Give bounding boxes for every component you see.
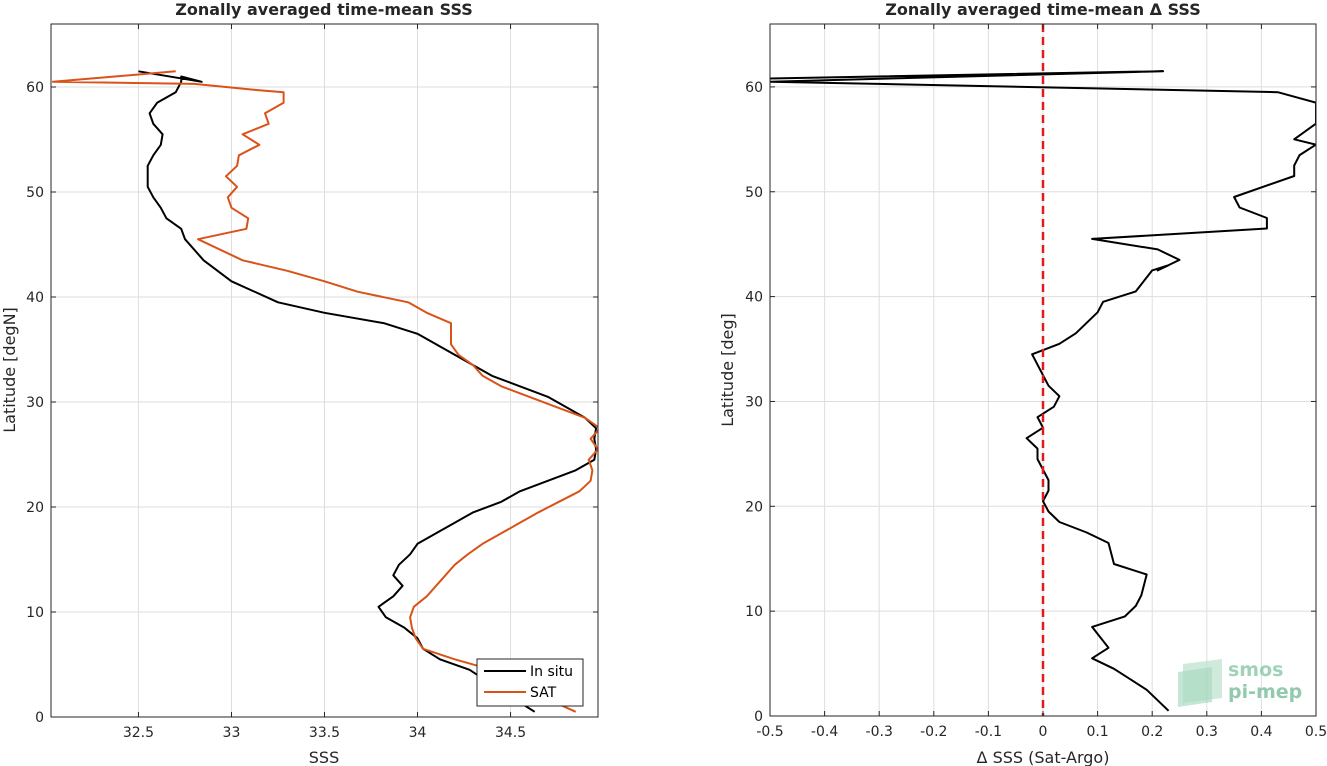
x-tick-label: -0.1 [975, 724, 1002, 740]
logo-graphic-layer [1178, 667, 1212, 707]
y-tick-label: 50 [745, 185, 763, 201]
x-axis-ticks: -0.5 -0.4 -0.3 -0.2 -0.1 0 0.1 0.2 0.3 0.4 0.5 [756, 24, 1327, 740]
legend-label-sat: SAT [530, 685, 557, 701]
x-tick-label: 0.4 [1250, 724, 1272, 740]
chart-panel-delta-sss: -0.5 -0.4 -0.3 -0.2 -0.1 0 0.1 0.2 0.3 0.4 0.5 0 10… [718, 0, 1327, 766]
y-tick-label: 0 [754, 709, 763, 725]
y-tick-label: 50 [26, 185, 44, 201]
x-tick-label: 0.1 [1086, 724, 1108, 740]
y-tick-label: 20 [745, 499, 763, 515]
y-axis-ticks: 0 10 20 30 40 50 60 [26, 80, 598, 726]
x-tick-label: 33 [223, 725, 241, 741]
x-axis-label: SSS [309, 748, 339, 766]
x-tick-label: 34 [409, 725, 427, 741]
y-tick-label: 60 [745, 80, 763, 96]
y-tick-label: 20 [26, 500, 44, 516]
y-tick-label: 40 [745, 290, 763, 306]
x-tick-label: 0 [1039, 724, 1048, 740]
legend: In situ SAT [476, 658, 584, 707]
y-axis-ticks: 0 10 20 30 40 50 60 [745, 80, 1316, 725]
x-tick-label: -0.3 [866, 724, 893, 740]
y-tick-label: 30 [745, 394, 763, 410]
x-tick-label: 0.2 [1141, 724, 1163, 740]
y-tick-label: 10 [26, 605, 44, 621]
x-tick-label: 33.5 [309, 725, 340, 741]
y-tick-label: 0 [35, 710, 44, 726]
x-tick-label: 32.5 [123, 725, 154, 741]
x-tick-label: -0.2 [920, 724, 947, 740]
legend-box [476, 658, 584, 707]
chart-panel-sss: 32.5 33 33.5 34 34.5 0 10 20 30 40 50 60 Zonally a… [0, 0, 599, 766]
y-axis-label: Latitude [degN] [0, 307, 19, 433]
series-line-in-situ [138, 70, 598, 713]
x-tick-label: 0.5 [1305, 724, 1327, 740]
x-axis-label: Δ SSS (Sat-Argo) [977, 748, 1110, 766]
x-tick-label: -0.4 [811, 724, 838, 740]
y-tick-label: 30 [26, 395, 44, 411]
grid [51, 24, 598, 718]
logo-text-smos: smos [1228, 659, 1283, 681]
y-tick-label: 40 [26, 290, 44, 306]
x-tick-label: -0.5 [756, 724, 783, 740]
y-axis-label: Latitude [deg] [718, 313, 737, 427]
logo-text-pi-mep: pi-mep [1228, 681, 1302, 703]
y-tick-label: 10 [745, 604, 763, 620]
x-tick-label: 0.3 [1196, 724, 1218, 740]
x-tick-label: 34.5 [495, 725, 526, 741]
series-group [51, 70, 598, 713]
smos-pi-mep-logo: smos pi-mep [1178, 659, 1302, 707]
x-axis-ticks: 32.5 33 33.5 34 34.5 [123, 24, 526, 741]
chart-title: Zonally averaged time-mean Δ SSS [885, 0, 1201, 19]
series-line-sat [51, 70, 598, 713]
chart-title: Zonally averaged time-mean SSS [175, 0, 473, 19]
y-tick-label: 60 [26, 80, 44, 96]
legend-label-in-situ: In situ [530, 664, 573, 680]
